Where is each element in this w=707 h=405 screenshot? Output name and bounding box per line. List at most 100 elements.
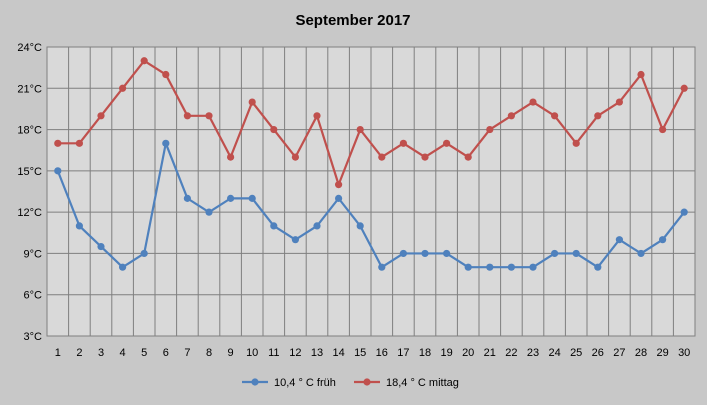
x-tick-label: 9 (228, 347, 234, 359)
series-line (56, 142, 686, 269)
data-point (97, 112, 105, 120)
data-point (594, 112, 602, 120)
data-point (443, 139, 451, 147)
chart-title: September 2017 (295, 12, 410, 29)
x-tick-label: 22 (505, 347, 517, 359)
data-point (659, 125, 667, 134)
x-axis-ticks: 1 2 3 4 5 6 7 8 9 10 11 12 13 14 15 16 17 18 19 20 21 22 23 24 2… (55, 347, 691, 359)
data-point (356, 125, 364, 134)
data-point (140, 57, 148, 65)
data-point (227, 194, 235, 202)
data-point (421, 153, 429, 161)
data-point (54, 139, 62, 147)
x-tick-label: 7 (184, 347, 190, 359)
data-point (464, 263, 472, 271)
x-tick-label: 10 (246, 347, 258, 359)
data-point (97, 242, 105, 251)
x-tick-label: 13 (311, 347, 323, 359)
data-point (378, 153, 386, 161)
x-tick-label: 6 (163, 347, 169, 359)
x-tick-label: 18 (419, 347, 431, 359)
x-tick-label: 1 (55, 347, 61, 359)
data-point (551, 112, 559, 120)
data-point (75, 139, 83, 147)
data-point (421, 249, 429, 258)
y-axis-ticks: 3°C 6°C 9°C 12°C 15°C 18°C 21°C 24°C (17, 42, 42, 343)
series-line (57, 59, 686, 186)
x-tick-label: 11 (268, 347, 279, 359)
data-point (75, 222, 83, 230)
data-point (637, 249, 645, 258)
y-tick-label: 6°C (24, 290, 43, 302)
x-tick-label: 28 (635, 347, 647, 359)
data-point (615, 236, 624, 244)
data-point (615, 98, 624, 106)
y-tick-label: 12°C (17, 207, 42, 219)
data-point (313, 222, 321, 230)
y-tick-label: 18°C (17, 125, 42, 137)
data-point (378, 263, 386, 271)
data-point (140, 249, 148, 258)
x-tick-label: 25 (570, 347, 582, 359)
data-point (291, 153, 299, 161)
x-tick-label: 5 (141, 347, 147, 359)
data-point (507, 112, 515, 120)
data-point (335, 194, 343, 202)
data-point (594, 263, 602, 271)
y-tick-label: 21°C (17, 83, 42, 95)
x-tick-label: 17 (397, 347, 409, 359)
data-point (119, 263, 127, 271)
data-point (313, 112, 321, 120)
legend-swatch-marker (363, 378, 371, 386)
data-point (551, 249, 559, 258)
data-point (572, 249, 580, 258)
data-point (205, 208, 213, 216)
x-tick-label: 8 (206, 347, 212, 359)
x-tick-label: 12 (289, 347, 301, 359)
legend-item: 18,4 ° C mittag (354, 377, 459, 389)
series-2 (54, 57, 688, 189)
data-point (680, 84, 688, 92)
x-tick-label: 27 (613, 347, 625, 359)
series-1 (54, 139, 688, 271)
data-point (399, 139, 407, 147)
data-point (183, 194, 191, 202)
x-tick-label: 24 (548, 347, 560, 359)
data-point (486, 125, 494, 134)
data-point (162, 139, 170, 147)
legend-label: 10,4 ° C früh (274, 377, 336, 389)
x-tick-label: 4 (120, 347, 126, 359)
x-tick-label: 20 (462, 347, 474, 359)
data-point (637, 70, 645, 79)
data-point (183, 112, 191, 120)
data-point (227, 153, 235, 161)
x-tick-label: 15 (354, 347, 366, 359)
series-layer (54, 57, 688, 271)
data-point (464, 153, 472, 161)
data-point (399, 249, 407, 258)
x-tick-label: 21 (484, 347, 496, 359)
legend: 10,4 ° C früh 18,4 ° C mittag (242, 377, 459, 389)
data-point (291, 236, 299, 244)
data-point (680, 208, 688, 216)
data-point (335, 181, 343, 189)
data-point (248, 98, 256, 106)
data-point (659, 236, 667, 244)
data-point (443, 249, 451, 258)
data-point (486, 263, 494, 271)
x-tick-label: 23 (527, 347, 539, 359)
data-point (248, 194, 256, 202)
legend-item: 10,4 ° C früh (242, 377, 336, 389)
y-tick-label: 9°C (24, 248, 43, 260)
legend-swatch-marker (251, 378, 259, 386)
data-point (529, 98, 537, 106)
x-tick-label: 29 (656, 347, 668, 359)
x-tick-label: 26 (592, 347, 604, 359)
x-tick-label: 30 (678, 347, 690, 359)
data-point (162, 70, 170, 79)
data-point (205, 112, 213, 120)
data-point (119, 84, 127, 92)
x-tick-label: 2 (76, 347, 82, 359)
